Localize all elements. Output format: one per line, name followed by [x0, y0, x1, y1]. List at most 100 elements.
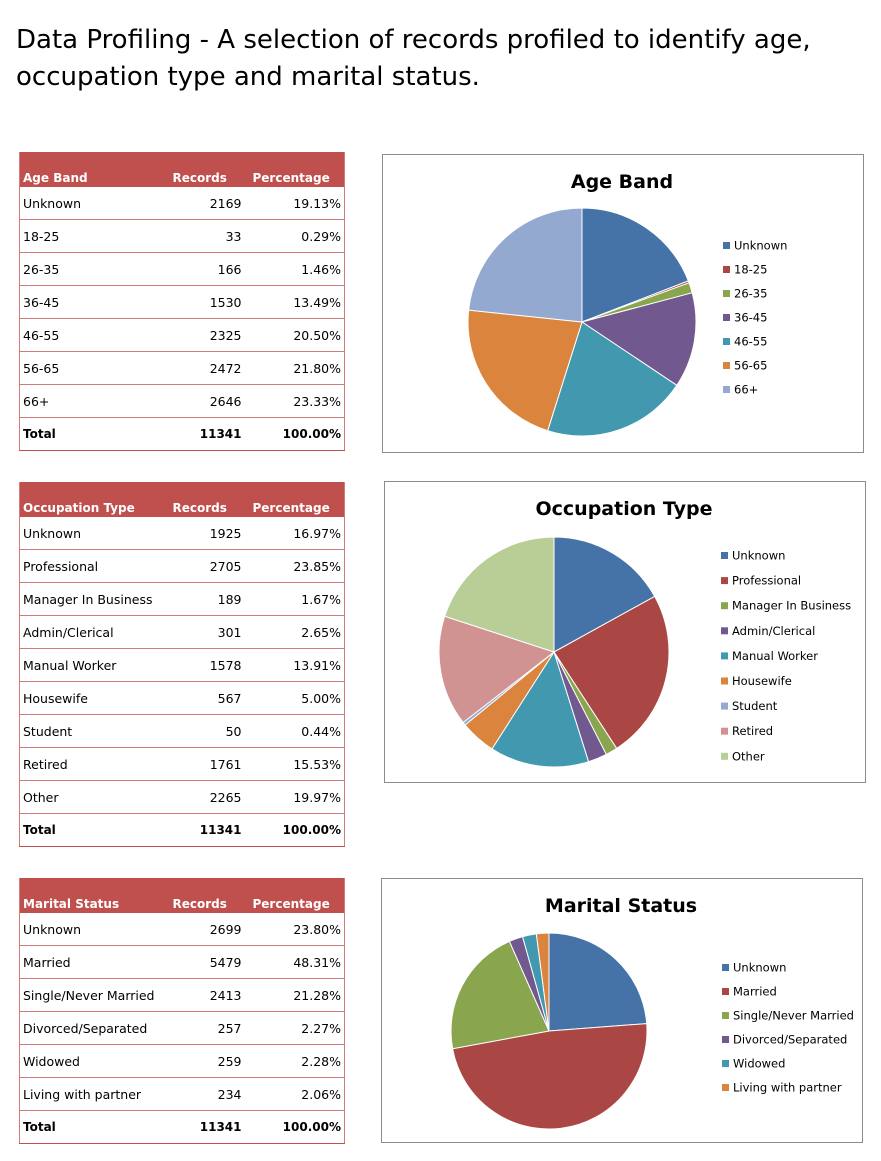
table-row: Admin/Clerical 301 2.65% [19, 615, 345, 649]
marital-status-chart: Marital Status Unknown Married Single/Never… [381, 878, 863, 1143]
table-cell: 2646 [164, 384, 245, 418]
legend-label: Housewife [732, 674, 792, 688]
legend-label: Living with partner [733, 1081, 842, 1095]
table-header: Marital Status Records Percentage [19, 878, 345, 913]
legend-swatch [723, 338, 730, 345]
table-cell: Admin/Clerical [19, 615, 165, 649]
pie-slice [580, 292, 697, 387]
table-cell: Manual Worker [19, 648, 165, 682]
legend-swatch [722, 1084, 729, 1091]
table-cell: 15.53% [244, 747, 345, 781]
legend-swatch [721, 552, 728, 559]
pie-slice [450, 940, 550, 1050]
table-cell: 1530 [164, 285, 245, 319]
total-cell: 100.00% [244, 1110, 345, 1144]
table-cell: Single/Never Married [19, 978, 165, 1012]
legend-swatch [723, 266, 730, 273]
table-cell: Unknown [19, 517, 165, 550]
table-cell: 46-55 [19, 318, 165, 352]
legend-label: Professional [732, 574, 801, 588]
header-row: Marital Status Records Percentage [19, 878, 345, 913]
pie-slice [452, 1023, 648, 1130]
table-row: Single/Never Married 2413 21.28% [19, 978, 345, 1012]
table-row: 36-45 1530 13.49% [19, 285, 345, 319]
table-body: Unknown 2699 23.80% Married 5479 48.31% Single… [19, 913, 345, 1144]
column-header: Occupation Type [19, 482, 165, 517]
legend-swatch [721, 702, 728, 710]
table-row: Married 5479 48.31% [19, 945, 345, 979]
legend-swatch [723, 362, 730, 369]
table-cell: 1925 [164, 517, 245, 550]
table-row: Other 2265 19.97% [19, 780, 345, 814]
legend-label: Married [733, 985, 777, 999]
table-cell: 13.91% [244, 648, 345, 682]
table-body: Unknown 1925 16.97% Professional 2705 23.85% M… [19, 517, 345, 847]
legend-swatch [722, 1036, 729, 1043]
total-cell: 11341 [164, 417, 245, 451]
pie-slice [581, 207, 689, 323]
total-row: Total 11341 100.00% [19, 1110, 345, 1144]
header-row: Occupation Type Records Percentage [19, 482, 345, 517]
table-row: Living with partner 234 2.06% [19, 1077, 345, 1111]
table-cell: 16.97% [244, 517, 345, 550]
legend-label: Unknown [734, 239, 787, 253]
legend-swatch [721, 677, 728, 685]
total-cell: 11341 [164, 1110, 245, 1144]
page-title: Data Profiling - A selection of records … [16, 22, 866, 96]
table-row: 56-65 2472 21.80% [19, 351, 345, 385]
legend-swatch [721, 652, 728, 660]
column-header: Percentage [244, 482, 345, 517]
table-cell: Married [19, 945, 165, 979]
pie-slice [444, 536, 555, 653]
legend-swatch [721, 727, 728, 735]
table-cell: 2705 [164, 549, 245, 583]
table-row: Manager In Business 189 1.67% [19, 582, 345, 616]
pie-chart-svg: Marital Status Unknown Married Single/Never… [450, 895, 854, 1130]
table-cell: 5.00% [244, 681, 345, 715]
legend-label: 36-45 [734, 311, 767, 325]
table-cell: 36-45 [19, 285, 165, 319]
pie-slice [467, 309, 583, 432]
table-cell: 2.65% [244, 615, 345, 649]
column-header: Percentage [244, 878, 345, 913]
table-cell: Professional [19, 549, 165, 583]
legend-label: Student [732, 699, 778, 713]
legend-label: Widowed [733, 1057, 785, 1071]
table-cell: 301 [164, 615, 245, 649]
legend-swatch [721, 602, 728, 610]
table-row: Widowed 259 2.28% [19, 1044, 345, 1078]
table-cell: 2699 [164, 913, 245, 946]
table-cell: 21.28% [244, 978, 345, 1012]
legend-swatch [723, 386, 730, 393]
table-cell: Retired [19, 747, 165, 781]
column-header: Marital Status [19, 878, 165, 913]
total-cell: Total [19, 1110, 165, 1144]
total-cell: Total [19, 417, 165, 451]
table-cell: 19.97% [244, 780, 345, 814]
chart-title: Marital Status [545, 895, 697, 917]
table-cell: Student [19, 714, 165, 748]
pie-slice [547, 321, 678, 437]
table-cell: Housewife [19, 681, 165, 715]
table-cell: 33 [164, 219, 245, 253]
legend-label: Unknown [733, 961, 786, 975]
table-cell: 2169 [164, 187, 245, 220]
total-row: Total 11341 100.00% [19, 813, 345, 847]
table-cell: Living with partner [19, 1077, 165, 1111]
table-cell: 189 [164, 582, 245, 616]
legend-label: Retired [732, 724, 773, 738]
pie-chart-svg: Occupation Type Unknown Professional Manage… [438, 498, 851, 768]
legend-swatch [722, 1012, 729, 1019]
table-cell: 1578 [164, 648, 245, 682]
table-row: 18-25 33 0.29% [19, 219, 345, 253]
pie-slice [548, 932, 648, 1032]
pie-chart-svg: Age Band Unknown 18-25 26-35 36-45 46-55 56-65… [467, 171, 787, 437]
table-row: Divorced/Separated 257 2.27% [19, 1011, 345, 1045]
pie-slice [553, 595, 670, 750]
table-row: Housewife 567 5.00% [19, 681, 345, 715]
table-cell: 2413 [164, 978, 245, 1012]
column-header: Percentage [244, 152, 345, 187]
table-cell: Manager In Business [19, 582, 165, 616]
table-header: Occupation Type Records Percentage [19, 482, 345, 517]
table-row: Professional 2705 23.85% [19, 549, 345, 583]
